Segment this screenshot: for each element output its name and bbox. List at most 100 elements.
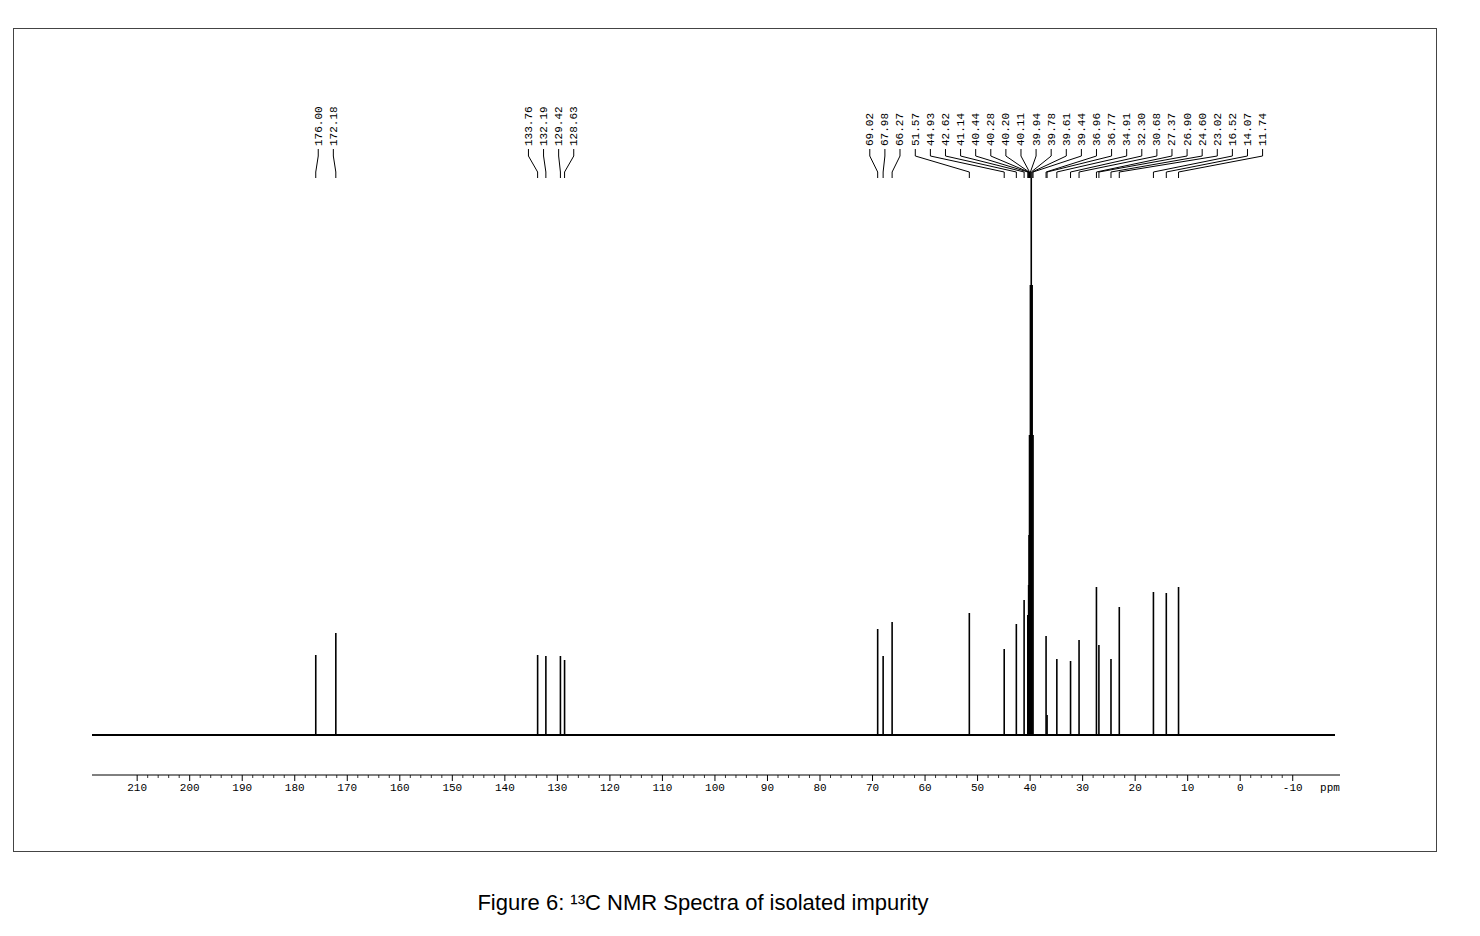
label-connector	[1006, 149, 1029, 178]
minor-tick	[326, 775, 327, 778]
x-tick-label: 30	[1076, 782, 1089, 794]
x-tick	[399, 775, 400, 781]
minor-tick	[1103, 775, 1104, 778]
peak-label: 36.77	[1106, 113, 1118, 146]
x-axis	[92, 775, 1340, 776]
minor-tick	[1250, 775, 1251, 778]
peak	[877, 629, 879, 735]
label-connector	[1111, 149, 1202, 178]
peak-label: 133.76	[523, 106, 535, 146]
peak	[1178, 587, 1180, 735]
peak	[564, 660, 566, 735]
x-tick-label: 50	[971, 782, 984, 794]
minor-tick	[988, 775, 989, 778]
peak	[1110, 659, 1112, 735]
minor-tick	[567, 775, 568, 778]
minor-tick	[1019, 775, 1020, 778]
x-tick-label: 110	[653, 782, 673, 794]
x-tick	[189, 775, 190, 781]
minor-tick	[1093, 775, 1094, 778]
peak-label: 27.37	[1166, 113, 1178, 146]
minor-tick	[599, 775, 600, 778]
minor-tick	[788, 775, 789, 778]
x-tick-label: 20	[1129, 782, 1142, 794]
minor-tick	[588, 775, 589, 778]
peak-label: 129.42	[553, 106, 565, 146]
peak-label: 26.90	[1182, 113, 1194, 146]
peak-label: 176.00	[313, 106, 325, 146]
minor-tick	[914, 775, 915, 778]
label-connector	[892, 149, 900, 178]
label-connector	[1071, 149, 1142, 178]
x-tick	[977, 775, 978, 781]
peak-label: 132.19	[538, 106, 550, 146]
minor-tick	[1156, 775, 1157, 778]
x-tick	[294, 775, 295, 781]
label-connector	[883, 149, 885, 178]
peak	[315, 655, 317, 735]
minor-tick	[200, 775, 201, 778]
peak	[1118, 607, 1120, 735]
minor-tick	[641, 775, 642, 778]
x-tick	[242, 775, 243, 781]
minor-tick	[809, 775, 810, 778]
label-connector	[528, 149, 537, 178]
x-tick-label: 100	[705, 782, 725, 794]
peak-labels: 176.00172.18133.76132.19129.42128.6369.0…	[313, 106, 1269, 178]
label-connector	[316, 149, 318, 178]
minor-tick	[651, 775, 652, 778]
minor-tick	[746, 775, 747, 778]
x-tick	[662, 775, 663, 781]
minor-tick	[1271, 775, 1272, 778]
peak-label: 42.62	[940, 113, 952, 146]
x-tick	[347, 775, 348, 781]
peak-label: 24.60	[1197, 113, 1209, 146]
minor-tick	[368, 775, 369, 778]
minor-tick	[1166, 775, 1167, 778]
minor-tick	[725, 775, 726, 778]
minor-tick	[1072, 775, 1073, 778]
peak-label: 39.94	[1031, 113, 1043, 146]
peak	[1030, 178, 1032, 735]
x-tick-label: 0	[1237, 782, 1244, 794]
x-tick	[609, 775, 610, 781]
peaks	[316, 178, 1179, 735]
x-tick-label: 200	[180, 782, 200, 794]
peak-label: 128.63	[568, 106, 580, 146]
peak-label: 11.74	[1257, 113, 1269, 146]
label-connector	[1032, 149, 1066, 178]
peak	[1003, 649, 1005, 735]
x-tick	[452, 775, 453, 781]
minor-tick	[1009, 775, 1010, 778]
x-tick-label: -10	[1283, 782, 1303, 794]
x-tick-label: 80	[813, 782, 826, 794]
minor-tick	[862, 775, 863, 778]
minor-tick	[777, 775, 778, 778]
minor-tick	[1124, 775, 1125, 778]
peak	[1016, 624, 1018, 735]
minor-tick	[672, 775, 673, 778]
peak	[1078, 640, 1080, 735]
label-connector	[1179, 149, 1263, 178]
minor-tick	[158, 775, 159, 778]
peak-label: 23.02	[1212, 113, 1224, 146]
minor-tick	[525, 775, 526, 778]
peak	[335, 633, 337, 735]
peak	[1031, 285, 1033, 735]
x-tick-label: 40	[1023, 782, 1036, 794]
peak-label: 40.28	[985, 113, 997, 146]
minor-tick	[693, 775, 694, 778]
minor-tick	[967, 775, 968, 778]
minor-tick	[263, 775, 264, 778]
minor-tick	[315, 775, 316, 778]
minor-tick	[1261, 775, 1262, 778]
x-tick	[872, 775, 873, 781]
peak-label: 40.44	[970, 113, 982, 146]
peak	[537, 655, 539, 735]
figure: 176.00172.18133.76132.19129.42128.6369.0…	[0, 0, 1480, 936]
x-tick	[1292, 775, 1293, 781]
peak-label: 67.98	[879, 113, 891, 146]
minor-tick	[683, 775, 684, 778]
minor-tick	[431, 775, 432, 778]
minor-tick	[441, 775, 442, 778]
